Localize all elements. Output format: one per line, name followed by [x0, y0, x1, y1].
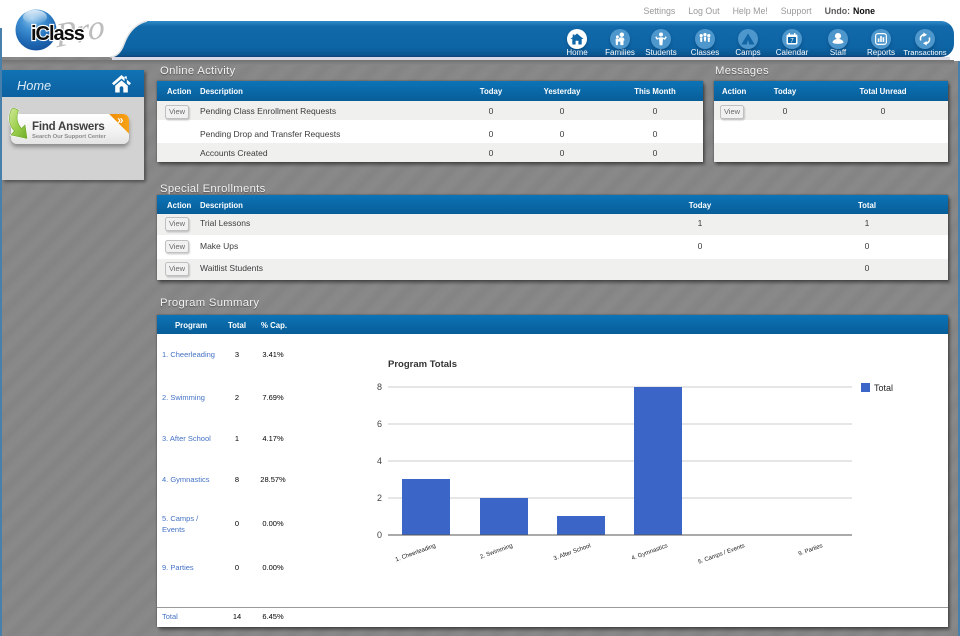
svg-text:iClass: iClass	[31, 23, 85, 45]
svg-text:Total: Total	[874, 383, 893, 393]
svg-text:3. After School: 3. After School	[553, 543, 592, 562]
svg-text:2: 2	[377, 493, 382, 503]
svg-text:2. Swimming: 2. Swimming	[479, 543, 513, 560]
svg-text:4. Gymnastics: 4. Gymnastics	[631, 543, 669, 562]
svg-text:8: 8	[377, 382, 382, 392]
svg-text:5. Camps / Events: 5. Camps / Events	[698, 543, 746, 565]
svg-text:4: 4	[377, 456, 382, 466]
svg-text:7: 7	[790, 38, 794, 44]
svg-text:0: 0	[377, 530, 382, 540]
svg-text:9. Parties: 9. Parties	[798, 543, 824, 557]
svg-text:Program Totals: Program Totals	[388, 359, 457, 370]
svg-text:6: 6	[377, 419, 382, 429]
svg-text:1. Cheerleading: 1. Cheerleading	[395, 543, 437, 563]
